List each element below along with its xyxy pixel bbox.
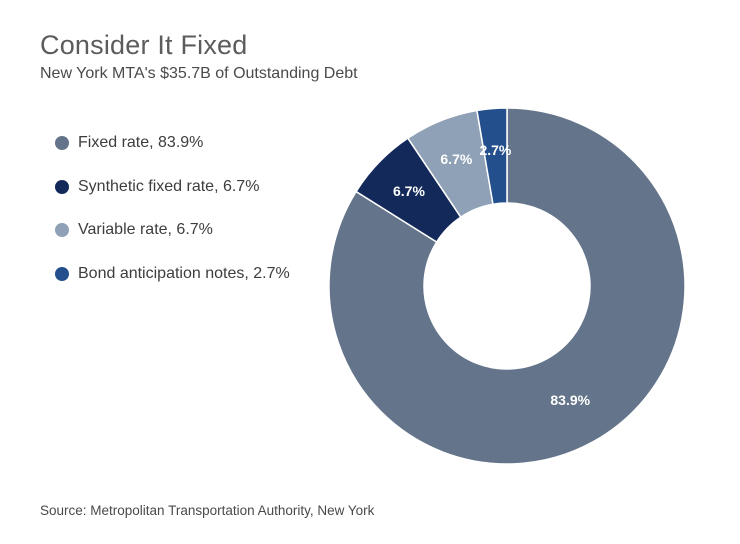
legend-item: Variable rate, 6.7% [55,219,290,241]
data-label-synthetic-fixed-rate: 6.7% [393,183,425,199]
legend-swatch [55,136,69,150]
legend-label: Variable rate, 6.7% [78,221,213,238]
data-label-fixed-rate: 83.9% [550,392,590,408]
legend-swatch [55,179,69,194]
legend-label: Bond anticipation notes, 2.7% [78,264,290,282]
legend: Fixed rate, 83.9% Synthetic fixed rate, … [55,132,290,306]
legend-swatch [55,223,69,237]
legend-item: Synthetic fixed rate, 6.7% [55,176,290,198]
legend-label: Synthetic fixed rate, 6.7% [78,177,260,195]
slice-fixed-rate [328,107,686,465]
data-label-bond-anticipation-notes: 2.7% [479,142,511,158]
chart-subtitle: New York MTA's $35.7B of Outstanding Deb… [40,65,358,82]
source-note: Source: Metropolitan Transportation Auth… [40,503,375,518]
legend-item: Fixed rate, 83.9% [55,132,290,154]
slice-bond-anticipation-notes [476,107,508,206]
legend-label: Fixed rate, 83.9% [78,134,204,151]
legend-swatch [55,266,69,281]
legend-item: Bond anticipation notes, 2.7% [55,263,290,285]
data-label-variable-rate: 6.7% [440,151,472,167]
chart-title: Consider It Fixed [40,30,248,60]
